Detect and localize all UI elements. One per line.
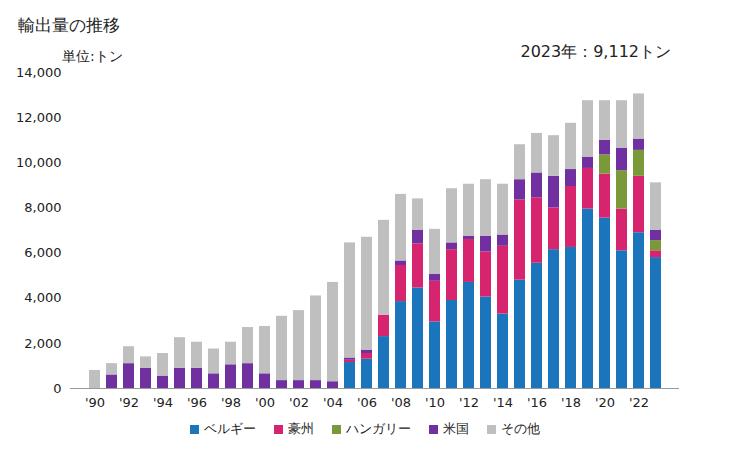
html-text:その他: その他 <box>500 421 540 436</box>
html-text:豪州: 豪州 <box>287 421 314 436</box>
svg-text:4,000: 4,000 <box>24 290 61 305</box>
svg-text:'22: '22 <box>629 395 649 410</box>
svg-text:'06: '06 <box>357 395 377 410</box>
html-text:ハンガリー: ハンガリー <box>345 421 411 436</box>
svg-text:'04: '04 <box>323 395 343 410</box>
html-text:単位:トン: 単位:トン <box>62 48 123 64</box>
html-text:米国: 米国 <box>442 421 469 436</box>
svg-text:'00: '00 <box>255 395 275 410</box>
svg-text:'96: '96 <box>187 395 207 410</box>
svg-text:'98: '98 <box>221 395 241 410</box>
svg-text:'20: '20 <box>595 395 615 410</box>
svg-text:6,000: 6,000 <box>24 245 61 260</box>
svg-text:'94: '94 <box>153 395 173 410</box>
html-text:輸出量の推移: 輸出量の推移 <box>18 15 120 35</box>
svg-text:10,000: 10,000 <box>16 155 62 170</box>
svg-text:'10: '10 <box>425 395 445 410</box>
svg-text:'02: '02 <box>289 395 309 410</box>
svg-text:'08: '08 <box>391 395 411 410</box>
svg-text:'16: '16 <box>527 395 547 410</box>
svg-text:0: 0 <box>53 381 61 396</box>
html-text:2023年：9,112トン: 2023年：9,112トン <box>520 42 671 61</box>
svg-text:'14: '14 <box>493 395 513 410</box>
svg-text:8,000: 8,000 <box>24 200 61 215</box>
svg-text:2,000: 2,000 <box>24 336 61 351</box>
svg-text:'18: '18 <box>561 395 581 410</box>
svg-text:14,000: 14,000 <box>16 65 62 80</box>
html-text:ベルギー: ベルギー <box>203 421 256 436</box>
svg-text:'12: '12 <box>459 395 479 410</box>
svg-text:12,000: 12,000 <box>16 110 62 125</box>
svg-text:'92: '92 <box>119 395 139 410</box>
svg-text:'90: '90 <box>85 395 105 410</box>
